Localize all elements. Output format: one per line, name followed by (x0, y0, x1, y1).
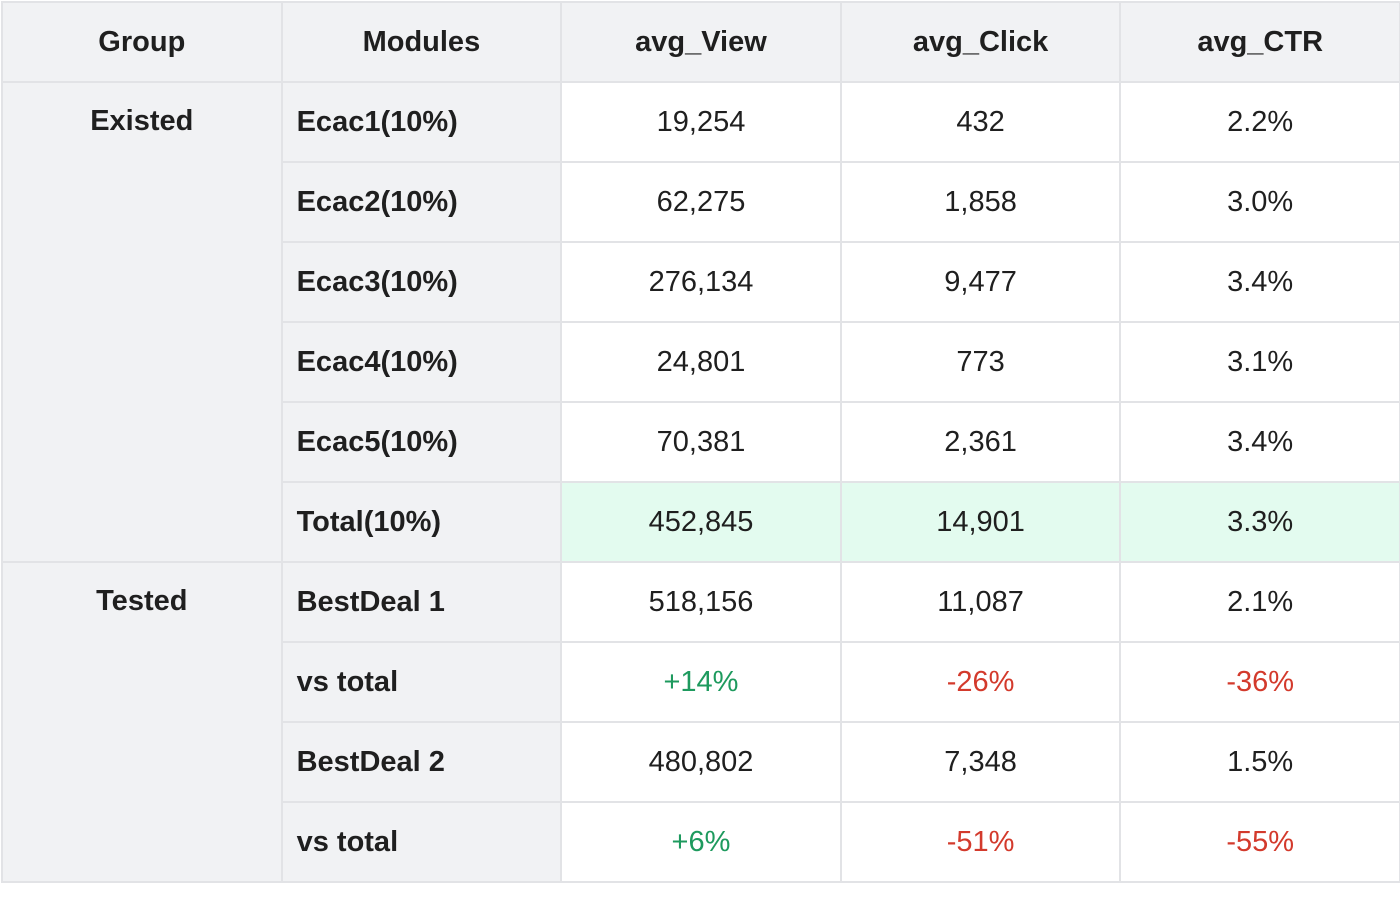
header-group: Group (1, 1, 283, 83)
view-cell: 62,275 (560, 161, 842, 243)
table-row: Ecac3(10%) 276,134 9,477 3.4% (2, 241, 1400, 323)
comparison-row: vs total +6% -51% -55% (2, 801, 1400, 883)
ctr-cell: 3.1% (1119, 321, 1400, 403)
module-cell: Ecac2(10%) (280, 161, 563, 243)
view-cell: 480,802 (560, 721, 842, 803)
header-row: Group Modules avg_View avg_Click avg_CTR (1, 1, 1400, 83)
click-cell: 1,858 (839, 161, 1122, 243)
module-cell: Ecac5(10%) (280, 401, 563, 483)
table-row: Ecac4(10%) 24,801 773 3.1% (2, 321, 1400, 403)
click-cell: 432 (839, 81, 1122, 163)
click-cell: 11,087 (839, 561, 1122, 643)
group-cell-existed: Existed (1, 81, 283, 563)
header-avg-ctr: avg_CTR (1119, 1, 1400, 83)
total-row: Total(10%) 452,845 14,901 3.3% (2, 481, 1400, 563)
module-cell: Ecac1(10%) (280, 81, 563, 163)
table-row: Ecac5(10%) 70,381 2,361 3.4% (2, 401, 1400, 483)
comparison-row: vs total +14% -26% -36% (2, 641, 1400, 723)
module-cell: Ecac4(10%) (280, 321, 563, 403)
view-cell: 70,381 (560, 401, 842, 483)
module-cell: Total(10%) (280, 481, 563, 563)
header-avg-view: avg_View (560, 1, 842, 83)
view-cell: 24,801 (560, 321, 842, 403)
view-cell: 276,134 (560, 241, 842, 323)
header-avg-click: avg_Click (839, 1, 1122, 83)
module-cell: BestDeal 2 (280, 721, 563, 803)
view-delta-cell: +14% (560, 641, 842, 723)
ctr-cell: 3.4% (1119, 241, 1400, 323)
click-cell: 14,901 (839, 481, 1122, 563)
module-cell: vs total (280, 641, 563, 723)
ctr-delta-cell: -36% (1119, 641, 1400, 723)
ctr-cell: 3.0% (1119, 161, 1400, 243)
ctr-cell: 3.4% (1119, 401, 1400, 483)
click-cell: 9,477 (839, 241, 1122, 323)
table-row: BestDeal 2 480,802 7,348 1.5% (2, 721, 1400, 803)
click-delta-cell: -26% (839, 641, 1122, 723)
module-cell: Ecac3(10%) (280, 241, 563, 323)
metrics-table: Group Modules avg_View avg_Click avg_CTR… (1, 1, 1400, 883)
ctr-delta-cell: -55% (1119, 801, 1400, 883)
group-cell-tested: Tested (1, 561, 283, 883)
table-row: Existed Ecac1(10%) 19,254 432 2.2% (1, 81, 1400, 563)
view-cell: 518,156 (560, 561, 842, 643)
ctr-cell: 2.2% (1119, 81, 1400, 163)
view-delta-cell: +6% (560, 801, 842, 883)
table-row: Tested BestDeal 1 518,156 11,087 2.1% (1, 561, 1400, 883)
module-cell: vs total (280, 801, 563, 883)
ctr-cell: 1.5% (1119, 721, 1400, 803)
header-modules: Modules (280, 1, 563, 83)
view-cell: 19,254 (560, 81, 842, 163)
table-row: Ecac2(10%) 62,275 1,858 3.0% (2, 161, 1400, 243)
click-cell: 773 (839, 321, 1122, 403)
click-cell: 2,361 (839, 401, 1122, 483)
ctr-cell: 3.3% (1119, 481, 1400, 563)
click-cell: 7,348 (839, 721, 1122, 803)
module-cell: BestDeal 1 (280, 561, 563, 643)
ctr-cell: 2.1% (1119, 561, 1400, 643)
view-cell: 452,845 (560, 481, 842, 563)
click-delta-cell: -51% (839, 801, 1122, 883)
